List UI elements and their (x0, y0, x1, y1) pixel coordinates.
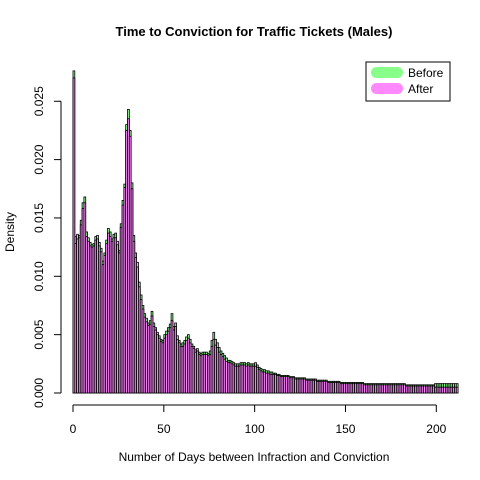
chart-title: Time to Conviction for Traffic Tickets (… (116, 24, 393, 39)
y-tick-label: 0.020 (32, 144, 46, 174)
bars-layer (72, 70, 459, 394)
x-tick-label: 200 (426, 422, 446, 436)
legend-label-after: After (408, 82, 433, 96)
y-tick-label: 0.015 (32, 203, 46, 233)
y-tick-label: 0.010 (32, 261, 46, 291)
y-tick-label: 0.025 (32, 86, 46, 116)
bar-after (455, 386, 459, 394)
series-after (72, 77, 459, 394)
x-tick-label: 150 (335, 422, 355, 436)
x-axis-label: Number of Days between Infraction and Co… (119, 450, 390, 464)
legend: Before After (365, 61, 451, 102)
legend-swatch-after (371, 83, 403, 94)
x-tick-label: 0 (70, 422, 77, 436)
x-tick-label: 100 (245, 422, 265, 436)
axes-layer: 0 50 100 150 200 0.000 0.005 0.010 0.015 0.020 0.0… (32, 86, 447, 436)
legend-swatch-before (371, 67, 403, 78)
bar-after (72, 77, 76, 394)
legend-label-before: Before (408, 66, 444, 80)
y-axis-label: Density (3, 212, 17, 252)
y-tick-label: 0.000 (32, 378, 46, 408)
y-tick-label: 0.005 (32, 319, 46, 349)
x-tick-label: 50 (157, 422, 171, 436)
